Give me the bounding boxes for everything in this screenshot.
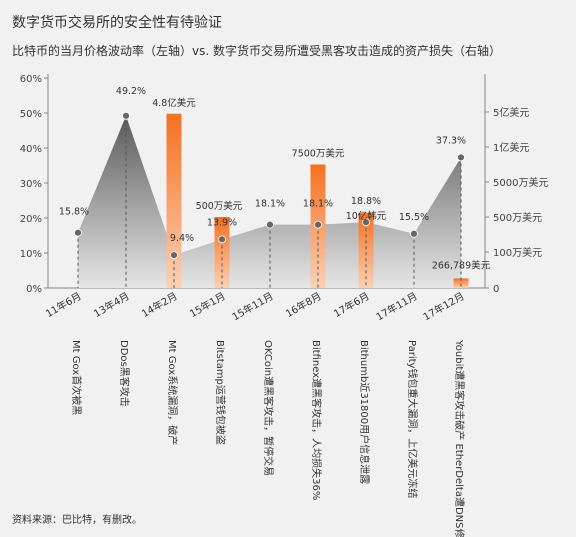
x-category-label: 15年1月 <box>187 289 227 320</box>
volatility-label: 15.5% <box>399 212 429 223</box>
right-tick-label: 0 <box>493 284 499 295</box>
x-category-label: 14年2月 <box>139 289 179 320</box>
loss-bar <box>166 113 182 288</box>
x-category-label: 16年8月 <box>283 289 323 320</box>
left-tick-label: 40% <box>20 144 42 155</box>
volatility-point <box>122 111 130 120</box>
chart-title: 数字货币交易所的安全性有待验证 <box>12 15 222 31</box>
volatility-point <box>457 153 465 162</box>
left-tick-label: 30% <box>20 179 42 190</box>
volatility-point <box>410 229 418 238</box>
event-label: OKCoin遭黑客攻击，暂停交易 <box>262 340 275 476</box>
volatility-label: 9.4% <box>170 233 194 244</box>
right-tick-label: 100万美元 <box>493 246 542 259</box>
x-category-label: 15年11月 <box>230 289 276 323</box>
volatility-point <box>74 228 82 237</box>
event-label: Mt Gox系统漏洞，破产 <box>166 340 179 445</box>
loss-bar <box>358 213 374 288</box>
volatility-point <box>170 251 178 260</box>
volatility-point <box>218 235 226 244</box>
volatility-point <box>266 220 274 229</box>
x-category-label: 11年6月 <box>43 289 83 320</box>
loss-bar <box>453 278 469 288</box>
right-tick-label: 5000万美元 <box>493 176 548 189</box>
volatility-point <box>362 218 370 227</box>
event-label: Youbit遭黑客攻击破产 EtherDelta遭DNS修改 <box>453 339 466 537</box>
left-tick-label: 50% <box>20 109 42 120</box>
loss-label: 7500万美元 <box>292 148 345 160</box>
event-label: DDos黑客攻击 <box>118 340 131 407</box>
left-tick-label: 20% <box>20 214 42 225</box>
volatility-label: 18.1% <box>255 199 285 210</box>
volatility-label: 15.8% <box>59 207 89 218</box>
x-category-label: 17年11月 <box>374 289 420 323</box>
event-label: Bitstamp运营钱包被盗 <box>214 340 227 445</box>
left-tick-label: 60% <box>20 74 42 85</box>
left-tick-label: 0% <box>26 284 42 295</box>
event-label: Parity钱包重大漏洞，上亿美元冻结 <box>406 340 419 498</box>
volatility-label: 37.3% <box>436 135 466 146</box>
source-note: 资料来源：巴比特，有删改。 <box>12 515 142 526</box>
volatility-point <box>314 220 322 229</box>
x-category-label: 17年12月 <box>421 289 467 323</box>
chart-subtitle: 比特币的当月价格波动率（左轴）vs. 数字货币交易所遭受黑客攻击造成的资产损失（… <box>12 44 501 58</box>
event-label: Mt Gox首次被黑 <box>70 340 83 415</box>
volatility-label: 18.8% <box>351 196 381 207</box>
x-category-label: 17年6月 <box>331 289 371 320</box>
loss-label: 10亿韩元 <box>346 210 387 222</box>
event-label: Bitfinex遭黑客攻击，人均损失36% <box>310 340 323 500</box>
right-tick-label: 500万美元 <box>493 211 542 224</box>
right-tick-label: 5亿美元 <box>493 106 529 119</box>
loss-label: 266,789美元 <box>432 259 491 271</box>
right-tick-label: 1亿美元 <box>493 141 529 154</box>
x-category-label: 13年4月 <box>91 289 131 320</box>
left-tick-label: 10% <box>20 249 42 260</box>
volatility-label: 13.9% <box>207 217 237 228</box>
loss-label: 4.8亿美元 <box>152 97 196 109</box>
event-label: Bithumb近31800用户信息泄露 <box>358 340 371 484</box>
volatility-label: 18.1% <box>303 199 333 210</box>
loss-label: 500万美元 <box>196 200 243 212</box>
volatility-label: 49.2% <box>116 86 146 97</box>
